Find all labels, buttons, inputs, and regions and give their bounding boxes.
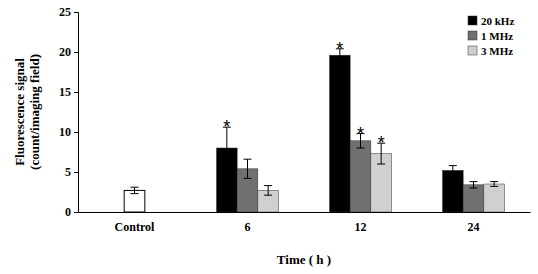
error-cap [377,164,385,165]
y-tick-label: 5 [65,165,71,179]
error-cap [449,175,457,176]
significance-mark: * [378,133,385,153]
bar [484,184,505,212]
x-tick: 6 [245,212,251,234]
bars [124,49,504,212]
significance-mark: * [223,117,230,137]
legend-item: 3 MHz [468,45,513,57]
legend-swatch [468,16,477,25]
significance-mark: * [357,124,364,144]
error-cap [470,188,478,189]
y-tick-mark [74,92,78,93]
x-tick: Control [115,212,155,234]
legend-label: 1 MHz [481,30,513,42]
legend-label: 3 MHz [481,45,513,57]
y-tick-label: 10 [59,125,71,139]
x-axis: Control 6 12 24 [79,212,531,234]
error-cap [470,181,478,182]
legend-item: 1 MHz [468,30,513,42]
y-tick: 10 [59,125,78,139]
y-tick-label: 20 [59,45,71,59]
y-tick: 20 [59,45,78,59]
legend-item: 20 kHz [468,15,514,27]
y-tick: 15 [59,85,78,99]
x-axis-title: Time ( h ) [277,252,331,267]
annotations: * * * * [223,39,384,153]
error-cap [244,159,252,160]
y-axis-line [74,13,79,213]
error-cap [449,165,457,166]
error-stem [473,182,474,188]
y-tick-mark [74,12,78,13]
error-cap [490,186,498,187]
error-cap [131,193,139,194]
legend-swatch [468,46,477,55]
error-cap [357,148,365,149]
significance-mark: * [336,39,343,59]
error-cap [244,178,252,179]
y-axis-title-line: (count/imaging field) [27,54,42,170]
error-bar [131,187,139,193]
legend-swatch [468,31,477,40]
bar [463,185,484,212]
chart: 0 5 10 15 20 25 Control 6 12 24 * * * * Fluorescence s… [0,0,538,274]
bar [350,141,371,212]
y-tick: 0 [65,205,78,219]
error-stem [268,186,269,196]
error-stem [452,166,453,176]
error-cap [223,168,231,169]
error-bar [470,182,478,188]
x-tick-label: Control [115,220,155,234]
legend: 20 kHz 1 MHz 3 MHz [468,15,514,57]
x-tick-label: 12 [355,220,367,234]
y-tick-mark [74,172,78,173]
x-tick-label: 6 [245,220,251,234]
y-axis-title-line: Fluorescence signal [12,58,27,166]
x-tick: 12 [355,212,367,234]
x-axis-line [79,212,531,213]
x-tick: 24 [468,212,480,234]
error-stem [247,159,248,178]
y-tick: 5 [65,165,78,179]
error-stem [494,182,495,187]
error-bar [264,186,272,196]
error-cap [131,187,139,188]
error-bar [449,166,457,176]
y-axis-title: Fluorescence signal(count/imaging field) [12,54,42,170]
x-tick-label: 24 [468,220,480,234]
y-tick: 25 [59,5,78,19]
error-cap [264,185,272,186]
bar [443,170,464,212]
y-tick-label: 25 [59,5,71,19]
error-stem [134,187,135,193]
y-axis: 0 5 10 15 20 25 [59,5,79,219]
plot: 0 5 10 15 20 25 Control 6 12 24 * * * * [59,5,531,233]
error-cap [490,181,498,182]
y-tick-mark [74,52,78,53]
legend-label: 20 kHz [481,15,514,27]
y-tick-label: 0 [65,205,71,219]
y-tick-mark [74,212,78,213]
error-cap [264,195,272,196]
y-tick-mark [74,132,78,133]
bar [330,55,351,212]
control-bar [124,190,145,212]
y-tick-label: 15 [59,85,71,99]
error-cap [336,61,344,62]
error-bar [244,159,252,178]
error-bar [490,182,498,187]
